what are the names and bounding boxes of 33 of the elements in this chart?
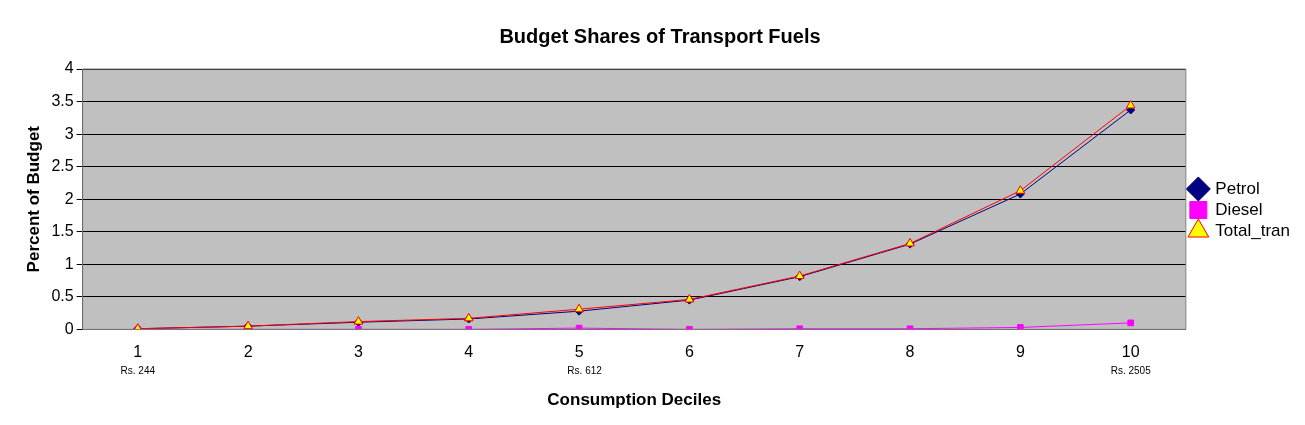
y-tick-label: 2 (64, 189, 74, 207)
point (1015, 185, 1026, 194)
y-tick-label: 4 (64, 59, 74, 77)
y-tick-label: 3 (64, 124, 74, 142)
y-tick-label: 1 (64, 254, 74, 272)
point (1017, 324, 1024, 330)
x-tick-label: 10 (1121, 343, 1140, 361)
text: Rs. 612 (567, 365, 603, 377)
point (1127, 319, 1135, 327)
legend-label: Petrol (1215, 178, 1260, 198)
x-tick-label: 2 (243, 343, 253, 361)
y-tick-label: 3.5 (51, 91, 74, 109)
x-tick-label: 1 (133, 343, 143, 361)
x-tick-label: 8 (905, 343, 915, 361)
y-tick-label: 2.5 (51, 157, 74, 175)
x-tick-label: 6 (684, 343, 694, 361)
x-tick-label: 7 (795, 343, 805, 361)
x-axis-title: Consumption Deciles (547, 390, 722, 410)
y-axis-title: Percent of Budget (23, 125, 43, 273)
point (1125, 99, 1136, 109)
x-tick-label: 4 (464, 343, 474, 361)
x-tick-label: 3 (353, 343, 363, 361)
legend-label: Diesel (1215, 199, 1263, 219)
point (575, 324, 583, 330)
y-tick-label: 0.5 (51, 287, 74, 305)
y-tick-label: 0 (64, 319, 74, 337)
x-tick-label: 5 (574, 343, 584, 361)
text: Rs. 2505 (1110, 365, 1152, 377)
x-tick-label: 9 (1015, 343, 1025, 361)
chart-title: Budget Shares of Transport Fuels (499, 24, 821, 47)
text: Rs. 244 (120, 365, 156, 377)
legend-label: Total_tran (1215, 220, 1291, 240)
y-tick-label: 1.5 (51, 222, 74, 240)
